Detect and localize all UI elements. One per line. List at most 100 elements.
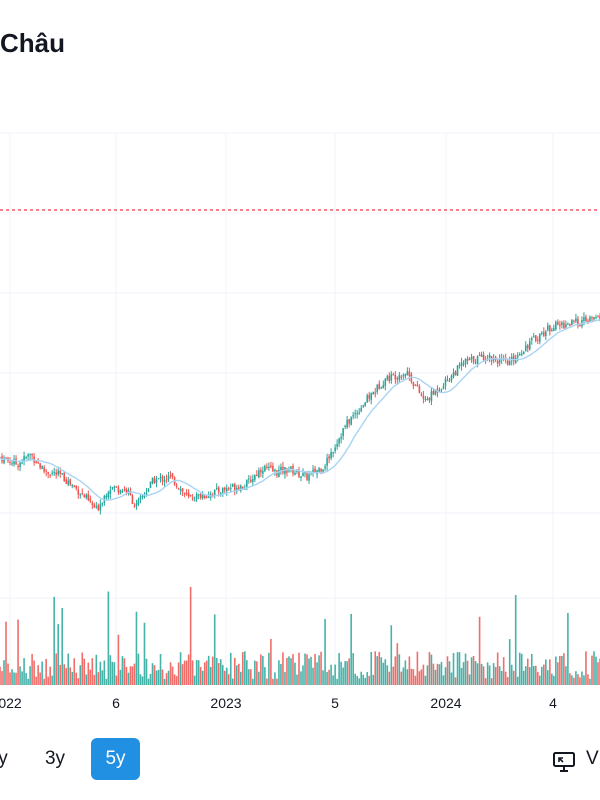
volume-bar bbox=[530, 653, 533, 685]
candle-body bbox=[498, 358, 501, 363]
candle-body bbox=[107, 492, 110, 498]
volume-bar bbox=[320, 651, 322, 685]
monitor-icon[interactable] bbox=[552, 751, 576, 773]
volume-bar bbox=[139, 674, 142, 685]
volume-bar bbox=[193, 675, 196, 685]
candle-body bbox=[240, 485, 242, 491]
candle-body bbox=[424, 398, 427, 400]
candle-body bbox=[59, 470, 62, 474]
candle-body bbox=[524, 345, 527, 351]
volume-bar bbox=[430, 654, 433, 685]
candle-body bbox=[23, 456, 25, 462]
volume-bar bbox=[284, 672, 286, 685]
candle-body bbox=[250, 479, 252, 482]
candle-body bbox=[538, 333, 541, 342]
volume-bar bbox=[71, 671, 74, 685]
volume-bar bbox=[342, 667, 344, 685]
x-tick-label: 4 bbox=[549, 695, 557, 711]
candle-body bbox=[330, 452, 332, 458]
candle-body bbox=[380, 387, 383, 389]
volume-bar bbox=[171, 666, 174, 685]
volume-bar bbox=[396, 643, 399, 685]
volume-bar bbox=[165, 673, 168, 685]
candle-body bbox=[97, 505, 100, 510]
candle-body bbox=[408, 371, 411, 377]
volume-bar bbox=[412, 669, 415, 685]
volume-bar bbox=[274, 672, 276, 685]
candle-body bbox=[466, 358, 469, 361]
range-button-1y[interactable]: y bbox=[0, 748, 8, 769]
volume-bar bbox=[330, 664, 332, 685]
range-button-5y[interactable]: 5y bbox=[91, 738, 140, 780]
volume-bar bbox=[418, 671, 421, 685]
volume-bar bbox=[111, 661, 114, 685]
candle-body bbox=[183, 492, 186, 495]
volume-bar bbox=[143, 622, 146, 685]
candle-body bbox=[563, 322, 565, 329]
volume-bar bbox=[9, 672, 11, 685]
volume-bar bbox=[262, 655, 264, 685]
candle-body bbox=[440, 389, 443, 391]
volume-bar bbox=[183, 660, 186, 685]
candle-body bbox=[262, 470, 264, 474]
volume-bar bbox=[532, 665, 535, 685]
volume-bar bbox=[553, 675, 555, 685]
candle-body bbox=[117, 487, 120, 493]
candle-body bbox=[133, 505, 136, 507]
candle-body bbox=[567, 323, 569, 325]
candle-body bbox=[135, 503, 138, 506]
price-chart[interactable] bbox=[0, 0, 600, 690]
view-button-label[interactable]: V bbox=[586, 748, 599, 769]
candle-body bbox=[17, 465, 19, 468]
volume-bar bbox=[352, 653, 354, 685]
candle-body bbox=[587, 320, 589, 323]
candle-body bbox=[93, 504, 96, 508]
candle-body bbox=[237, 487, 240, 490]
candle-body bbox=[221, 487, 224, 493]
volume-bar bbox=[587, 674, 589, 685]
volume-bar bbox=[87, 662, 90, 685]
volume-bar bbox=[518, 652, 521, 685]
volume-bar bbox=[332, 675, 334, 685]
candle-body bbox=[181, 488, 184, 492]
candle-body bbox=[223, 487, 226, 490]
volume-bar bbox=[324, 618, 326, 685]
candle-body bbox=[573, 320, 575, 322]
volume-bar bbox=[237, 663, 240, 685]
volume-bar bbox=[242, 652, 244, 685]
candle-body bbox=[506, 360, 509, 365]
candle-body bbox=[518, 354, 521, 356]
range-button-3y[interactable]: 3y bbox=[44, 748, 66, 769]
candle-body bbox=[65, 479, 68, 484]
candle-body bbox=[400, 376, 403, 378]
volume-bar bbox=[55, 653, 57, 685]
candle-body bbox=[298, 470, 300, 477]
volume-bar bbox=[187, 654, 190, 685]
volume-bar bbox=[145, 658, 148, 685]
volume-bar bbox=[358, 678, 360, 685]
volume-bar bbox=[137, 653, 140, 685]
volume-bar bbox=[209, 666, 212, 685]
candle-body bbox=[382, 384, 385, 389]
volume-bar bbox=[21, 671, 23, 685]
candle-body bbox=[561, 322, 563, 325]
candle-body bbox=[456, 365, 459, 376]
volume-bar bbox=[322, 670, 324, 685]
candle-body bbox=[478, 354, 481, 356]
candle-body bbox=[67, 480, 70, 485]
volume-bar bbox=[579, 677, 581, 685]
volume-bar bbox=[538, 675, 541, 685]
candle-body bbox=[416, 384, 419, 386]
volume-bar bbox=[524, 666, 527, 685]
volume-bar bbox=[470, 657, 473, 685]
candle-body bbox=[149, 481, 152, 488]
volume-bar bbox=[376, 656, 379, 685]
volume-bar bbox=[197, 660, 200, 685]
volume-bar bbox=[466, 660, 469, 685]
volume-bar bbox=[260, 654, 262, 685]
volume-bar bbox=[81, 652, 84, 685]
candle-body bbox=[51, 472, 53, 474]
candle-body bbox=[553, 328, 555, 331]
candle-body bbox=[454, 371, 457, 376]
volume-bar bbox=[79, 665, 82, 685]
